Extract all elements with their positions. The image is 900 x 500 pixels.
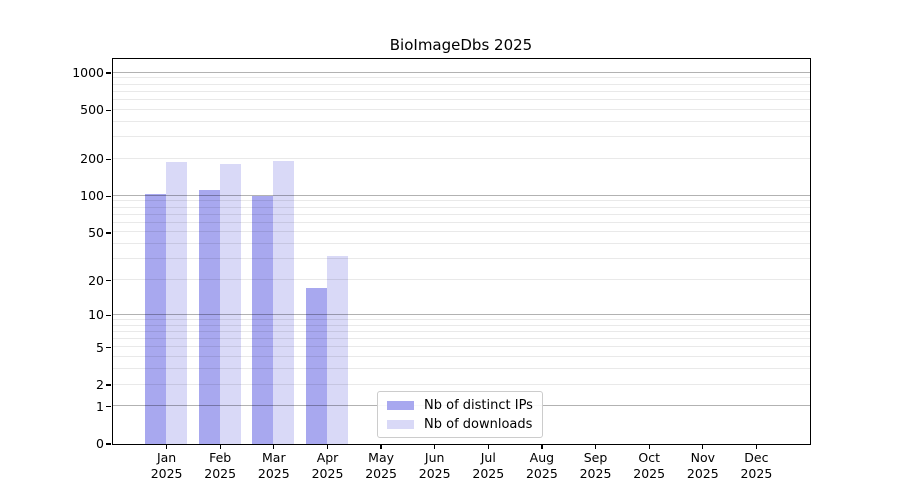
y-tick-mark-1000 xyxy=(106,72,111,74)
bar-apr-nb-of-downloads xyxy=(326,255,348,444)
x-tick-label-nov: Nov 2025 xyxy=(686,450,719,481)
bar-jan-nb-of-distinct-ips xyxy=(145,193,167,444)
gridline-70 xyxy=(112,213,810,215)
x-tick-mark-jun xyxy=(434,444,436,449)
gridline-40 xyxy=(112,243,810,245)
y-tick-label-1000: 1000 xyxy=(72,65,104,81)
gridline-300 xyxy=(112,136,810,138)
bar-apr-nb-of-distinct-ips xyxy=(305,288,327,444)
y-tick-label-500: 500 xyxy=(80,102,104,118)
gridline-100 xyxy=(112,194,810,196)
y-tick-label-200: 200 xyxy=(80,151,104,167)
legend-label-downloads: Nb of downloads xyxy=(424,416,533,432)
legend: Nb of distinct IPs Nb of downloads xyxy=(377,391,543,438)
x-tick-label-apr: Apr 2025 xyxy=(311,450,344,481)
gridline-700 xyxy=(112,90,810,92)
x-tick-label-sep: Sep 2025 xyxy=(579,450,612,481)
y-tick-mark-20 xyxy=(106,279,111,282)
bar-jan-nb-of-downloads xyxy=(166,161,188,444)
y-tick-label-1: 1 xyxy=(96,398,104,414)
bar-mar-nb-of-distinct-ips xyxy=(252,195,274,444)
y-tick-mark-10 xyxy=(106,314,111,316)
bar-feb-nb-of-distinct-ips xyxy=(198,189,220,444)
legend-swatch-downloads xyxy=(387,419,414,429)
x-tick-mark-jul xyxy=(487,444,489,449)
y-tick-label-20: 20 xyxy=(88,272,104,288)
gridline-10 xyxy=(112,313,810,315)
x-tick-label-oct: Oct 2025 xyxy=(633,450,666,481)
y-tick-label-50: 50 xyxy=(88,224,104,240)
y-tick-mark-1 xyxy=(106,406,111,408)
gridline-1000 xyxy=(112,71,810,73)
y-tick-mark-100 xyxy=(106,195,111,197)
x-tick-label-jan: Jan 2025 xyxy=(150,450,183,481)
gridline-600 xyxy=(112,99,810,100)
gridline-2 xyxy=(112,383,810,385)
gridline-7 xyxy=(112,330,810,332)
x-tick-mark-apr xyxy=(326,444,329,449)
x-tick-mark-dec xyxy=(755,444,758,449)
bar-feb-nb-of-downloads xyxy=(219,163,241,444)
gridline-9 xyxy=(112,318,810,320)
y-tick-mark-2 xyxy=(106,384,111,386)
gridline-50 xyxy=(112,231,810,233)
x-tick-mark-oct xyxy=(648,444,650,449)
x-tick-label-may: May 2025 xyxy=(365,450,397,481)
legend-item-distinct-ips: Nb of distinct IPs xyxy=(387,398,542,413)
gridline-80 xyxy=(112,206,810,208)
y-tick-label-10: 10 xyxy=(88,307,104,323)
x-tick-mark-jan xyxy=(165,444,168,449)
gridline-60 xyxy=(112,221,810,223)
y-tick-label-2: 2 xyxy=(96,377,104,392)
x-tick-mark-nov xyxy=(702,444,704,449)
gridline-200 xyxy=(112,157,810,159)
gridline-90 xyxy=(112,200,810,202)
x-tick-label-feb: Feb 2025 xyxy=(204,450,237,481)
gridline-900 xyxy=(112,77,810,79)
x-tick-label-jun: Jun 2025 xyxy=(418,450,451,481)
gridline-400 xyxy=(112,120,810,122)
gridline-6 xyxy=(112,338,810,339)
gridline-800 xyxy=(112,83,810,85)
gridline-500 xyxy=(112,108,810,110)
legend-label-distinct-ips: Nb of distinct IPs xyxy=(424,397,533,413)
y-tick-label-100: 100 xyxy=(80,188,104,204)
y-tick-label-0: 0 xyxy=(96,436,104,451)
x-tick-mark-may xyxy=(380,444,382,449)
x-tick-label-aug: Aug 2025 xyxy=(525,450,558,481)
x-tick-mark-mar xyxy=(273,444,275,449)
gridline-4 xyxy=(112,356,810,358)
plot-area xyxy=(111,57,811,445)
x-tick-mark-sep xyxy=(594,444,597,449)
x-tick-label-jul: Jul 2025 xyxy=(472,450,505,481)
legend-swatch-distinct-ips xyxy=(387,400,414,410)
y-tick-mark-500 xyxy=(106,109,111,111)
y-tick-mark-200 xyxy=(106,158,111,160)
gridline-30 xyxy=(112,258,810,260)
legend-item-downloads: Nb of downloads xyxy=(387,417,542,432)
x-tick-mark-feb xyxy=(219,444,221,449)
x-tick-label-mar: Mar 2025 xyxy=(257,450,290,481)
y-tick-mark-0 xyxy=(106,443,111,445)
gridline-20 xyxy=(112,279,810,280)
x-tick-label-dec: Dec 2025 xyxy=(740,450,773,481)
y-tick-mark-5 xyxy=(106,347,111,349)
gridline-3 xyxy=(112,368,810,370)
x-tick-mark-aug xyxy=(541,444,543,449)
chart-title: BioImageDbs 2025 xyxy=(389,36,533,54)
y-tick-label-5: 5 xyxy=(96,339,104,355)
gridline-8 xyxy=(112,324,810,326)
gridline-5 xyxy=(112,346,810,348)
y-tick-mark-50 xyxy=(106,232,111,234)
bar-mar-nb-of-downloads xyxy=(273,160,295,444)
